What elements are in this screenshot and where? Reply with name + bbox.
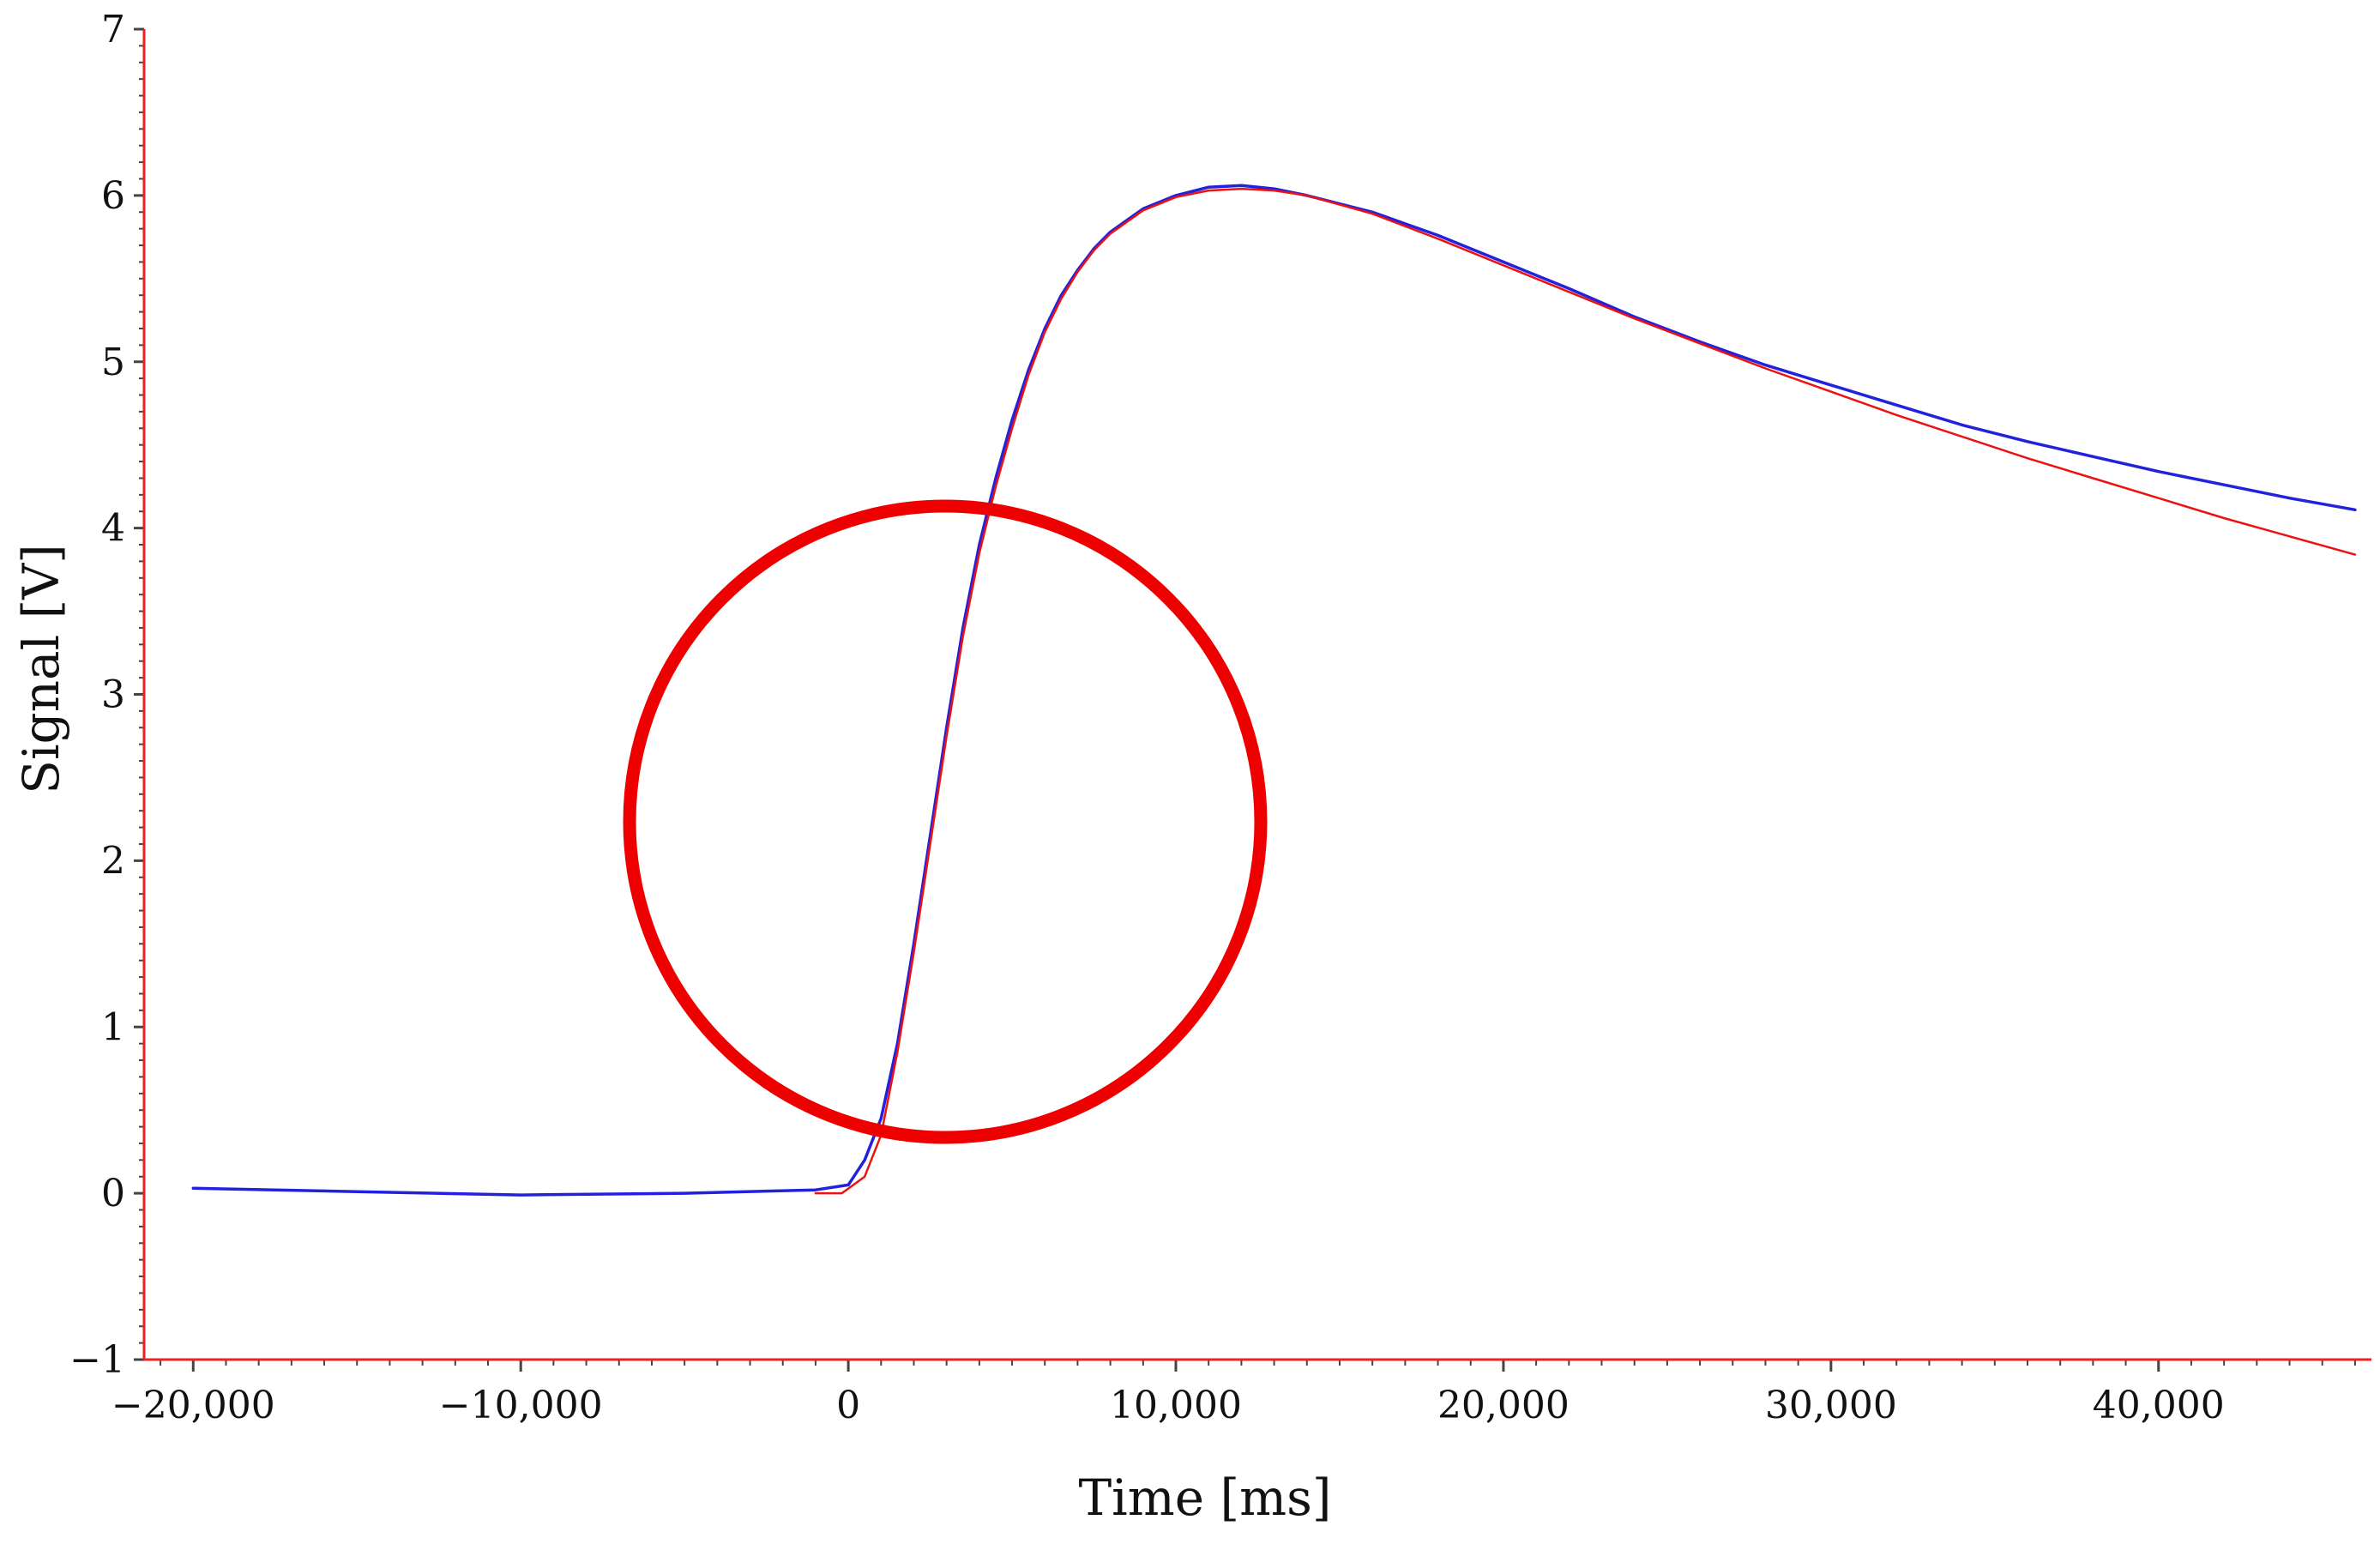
y-tick-label: −1 (69, 1338, 125, 1382)
y-tick-label: 1 (101, 1005, 125, 1049)
x-tick-label: 20,000 (1437, 1384, 1570, 1427)
x-tick-label: 40,000 (2093, 1384, 2225, 1427)
y-tick-label: 6 (101, 174, 125, 218)
x-tick-label: −10,000 (439, 1384, 603, 1427)
y-tick-label: 2 (101, 839, 125, 883)
series-group (191, 184, 2357, 1197)
x-axis-title: Time [ms] (1078, 1469, 1331, 1527)
y-tick-label: 3 (101, 673, 125, 717)
x-tick-label: 0 (836, 1384, 860, 1427)
x-tick-label: 10,000 (1110, 1384, 1242, 1427)
series-line-2 (814, 187, 2357, 1195)
highlight-circle (623, 499, 1268, 1144)
y-tick-label: 0 (101, 1172, 125, 1215)
series-line-1 (191, 184, 2357, 1197)
x-tick-label: 30,000 (1765, 1384, 1897, 1427)
x-tick-label: −20,000 (111, 1384, 275, 1427)
y-tick-label: 7 (101, 8, 125, 51)
y-axis-title: Signal [V] (12, 544, 70, 793)
x-axis-ticks: −20,000 −10,000 0 10,000 20,000 30,000 40,000 (111, 1360, 2356, 1427)
y-axis-ticks: −1 0 1 2 3 4 5 6 7 (69, 8, 144, 1382)
y-tick-label: 5 (101, 341, 125, 384)
y-tick-label: 4 (101, 507, 125, 551)
